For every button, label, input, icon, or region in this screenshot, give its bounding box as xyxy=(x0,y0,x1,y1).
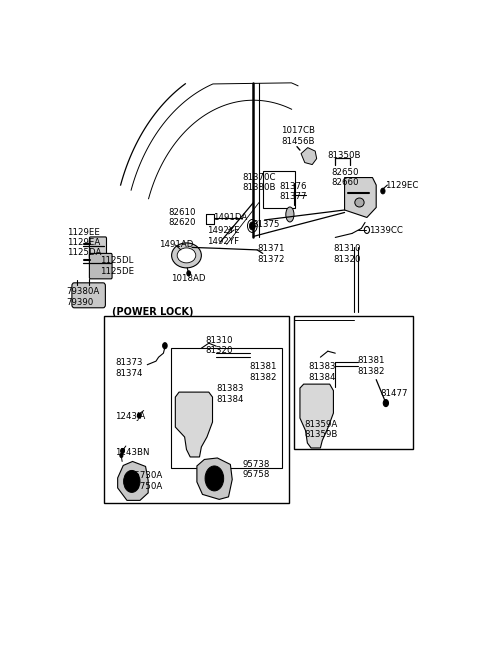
Text: 81359A
81359B: 81359A 81359B xyxy=(305,420,338,439)
Text: 81373
81374: 81373 81374 xyxy=(116,358,144,378)
Ellipse shape xyxy=(172,243,202,268)
Polygon shape xyxy=(197,458,232,500)
Text: 81310
81320: 81310 81320 xyxy=(205,336,233,355)
Circle shape xyxy=(120,448,124,454)
Circle shape xyxy=(249,222,255,230)
Text: 81381
81382: 81381 81382 xyxy=(250,362,277,382)
Polygon shape xyxy=(301,148,317,165)
Text: (POWER LOCK): (POWER LOCK) xyxy=(112,307,193,318)
Text: 1129EE
1129EA
1125DA: 1129EE 1129EA 1125DA xyxy=(67,227,101,257)
FancyBboxPatch shape xyxy=(89,253,112,279)
Bar xyxy=(294,316,413,450)
Text: 81350B: 81350B xyxy=(328,150,361,159)
Text: 95730A
95750A: 95730A 95750A xyxy=(130,471,163,491)
Text: 1491AD: 1491AD xyxy=(158,240,193,249)
Text: 1129EC: 1129EC xyxy=(385,181,419,189)
Text: 1243BN: 1243BN xyxy=(115,448,150,457)
Text: 1018AD: 1018AD xyxy=(171,274,205,283)
Ellipse shape xyxy=(355,198,364,207)
Circle shape xyxy=(383,400,388,406)
Circle shape xyxy=(137,413,141,418)
Circle shape xyxy=(128,476,135,487)
Text: 95738
95758: 95738 95758 xyxy=(242,459,270,479)
Text: 81376
81377: 81376 81377 xyxy=(279,182,307,202)
Text: 82610
82620: 82610 82620 xyxy=(168,208,195,227)
Circle shape xyxy=(187,271,191,276)
Text: 1491DA: 1491DA xyxy=(213,213,247,222)
Text: 81375: 81375 xyxy=(252,220,280,229)
FancyBboxPatch shape xyxy=(89,237,107,259)
Ellipse shape xyxy=(286,207,294,222)
Bar xyxy=(171,348,282,468)
Text: 82650
82660: 82650 82660 xyxy=(332,168,359,187)
Bar xyxy=(263,171,295,209)
Text: 81371
81372: 81371 81372 xyxy=(257,244,285,264)
Text: 81381
81382: 81381 81382 xyxy=(358,356,385,376)
Text: 1125DL
1125DE: 1125DL 1125DE xyxy=(100,256,134,275)
Polygon shape xyxy=(175,392,213,457)
Text: 1492YE
1492YF: 1492YE 1492YF xyxy=(207,226,240,246)
Bar xyxy=(104,316,289,503)
Text: 79380A
79390: 79380A 79390 xyxy=(67,287,100,307)
FancyBboxPatch shape xyxy=(72,283,106,308)
Circle shape xyxy=(124,470,140,492)
Circle shape xyxy=(210,472,219,485)
Circle shape xyxy=(381,188,385,194)
Circle shape xyxy=(163,343,167,349)
Ellipse shape xyxy=(177,248,196,263)
Polygon shape xyxy=(345,178,376,218)
Text: 81383
81384: 81383 81384 xyxy=(216,384,244,404)
Text: 1339CC: 1339CC xyxy=(369,226,403,235)
Text: 81477: 81477 xyxy=(380,389,408,398)
Circle shape xyxy=(120,454,123,457)
Text: 1017CB
81456B: 1017CB 81456B xyxy=(281,126,315,146)
Polygon shape xyxy=(118,461,148,500)
Text: 1243JA: 1243JA xyxy=(115,411,145,421)
Text: 81370C
81380B: 81370C 81380B xyxy=(242,173,276,192)
Polygon shape xyxy=(300,384,334,448)
Text: 81310
81320: 81310 81320 xyxy=(334,244,361,264)
Text: 81383
81384: 81383 81384 xyxy=(309,362,336,382)
Circle shape xyxy=(205,466,224,491)
